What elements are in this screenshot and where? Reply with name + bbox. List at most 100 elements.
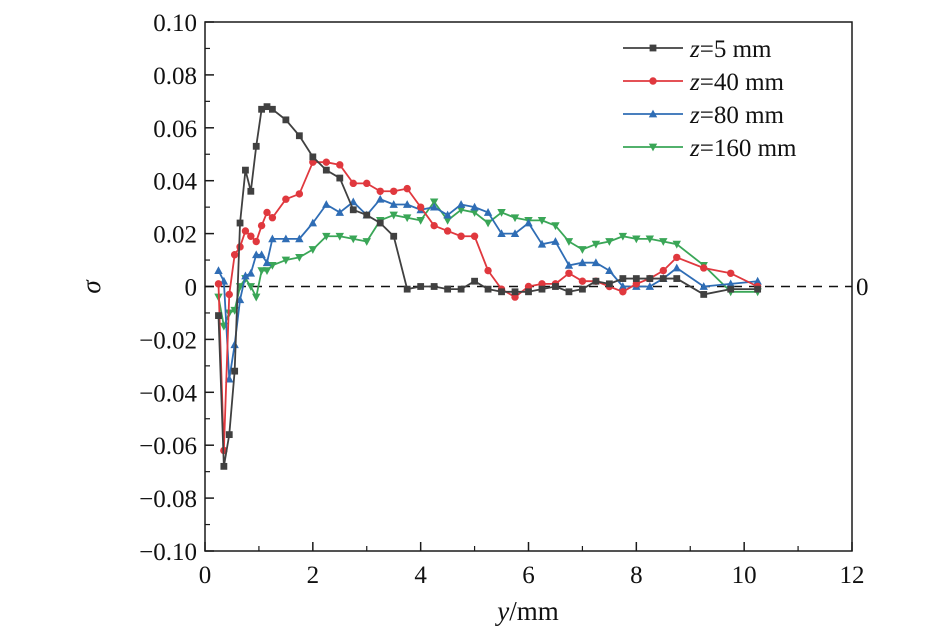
series-line xyxy=(217,200,758,328)
data-point xyxy=(483,219,493,228)
data-point xyxy=(295,234,304,243)
data-point xyxy=(429,198,439,207)
y-tick-label: −0.10 xyxy=(139,539,197,566)
y-tick-label: 0.04 xyxy=(153,169,197,196)
data-point xyxy=(282,195,290,203)
data-point xyxy=(225,431,233,439)
data-point xyxy=(699,282,708,290)
legend-var: z xyxy=(689,102,700,129)
data-point xyxy=(726,279,735,288)
data-point xyxy=(443,216,452,225)
data-point xyxy=(429,202,439,211)
data-point xyxy=(511,293,519,301)
data-point xyxy=(257,250,266,259)
data-point xyxy=(403,285,411,293)
data-point xyxy=(619,288,627,296)
data-point xyxy=(363,179,371,188)
data-point xyxy=(390,232,398,240)
legend-label: z=80 mm xyxy=(689,102,785,129)
data-point xyxy=(336,174,344,182)
data-point xyxy=(268,261,277,270)
legend-rest: =5 mm xyxy=(700,36,772,63)
data-point xyxy=(252,293,261,302)
data-point xyxy=(220,462,228,470)
data-point xyxy=(753,276,762,285)
data-point xyxy=(268,234,277,243)
data-point xyxy=(645,282,655,290)
legend-var: z xyxy=(689,36,700,63)
series-2 xyxy=(214,158,762,455)
y-axis-label: σ xyxy=(76,279,106,294)
data-point xyxy=(309,153,317,161)
data-point xyxy=(295,132,303,140)
data-point xyxy=(564,260,574,269)
data-point xyxy=(632,275,640,282)
data-point xyxy=(322,158,331,166)
series-line xyxy=(217,161,759,452)
data-point xyxy=(389,200,398,208)
data-point xyxy=(497,209,506,217)
data-point xyxy=(281,256,291,265)
legend-rest: =80 mm xyxy=(700,102,785,129)
data-point xyxy=(579,285,586,293)
data-point xyxy=(268,105,276,113)
legend-var: z xyxy=(689,69,700,96)
legend-swatch-marker xyxy=(648,109,658,118)
data-point xyxy=(257,221,266,230)
y-tick-label: −0.06 xyxy=(139,433,197,460)
data-point xyxy=(565,269,573,277)
y-tick-label: 0 xyxy=(185,275,198,302)
data-point xyxy=(295,190,304,198)
x-tick-label: 0 xyxy=(199,562,212,589)
data-point xyxy=(252,237,260,246)
data-point xyxy=(511,288,519,296)
series-4 xyxy=(214,198,762,331)
data-point xyxy=(362,238,371,246)
data-point xyxy=(645,235,655,244)
x-tick-label: 2 xyxy=(307,562,320,589)
data-point xyxy=(457,232,465,240)
data-point xyxy=(524,282,533,291)
data-point xyxy=(538,285,546,293)
data-point xyxy=(262,258,272,267)
data-point xyxy=(247,232,255,240)
legend-var: z xyxy=(689,135,700,162)
data-point xyxy=(659,275,667,282)
data-point xyxy=(236,219,244,227)
data-point xyxy=(537,239,547,248)
data-point xyxy=(376,187,384,195)
data-point xyxy=(430,221,438,230)
x-tick-label: 10 xyxy=(732,562,757,589)
data-point xyxy=(618,232,628,241)
data-point xyxy=(672,240,681,249)
data-point xyxy=(605,238,614,246)
data-point xyxy=(336,161,344,169)
legend-swatch-marker xyxy=(649,44,657,52)
data-point xyxy=(231,367,239,375)
data-point xyxy=(646,275,654,282)
data-point xyxy=(322,166,330,174)
data-point xyxy=(754,285,762,293)
y-tick-label: −0.08 xyxy=(139,486,197,513)
data-point xyxy=(551,222,560,231)
data-point xyxy=(363,211,371,219)
ticks-layer: 0.10 0.08 0.06 0.04 0.02 0 −0.02 −0.04 −0.06 −0.0… xyxy=(139,10,864,589)
data-point xyxy=(258,105,266,113)
data-point xyxy=(484,266,492,275)
data-point xyxy=(230,251,239,259)
data-point xyxy=(257,267,266,276)
data-point xyxy=(470,209,479,217)
data-point xyxy=(592,277,600,285)
y-tick-label: 0.06 xyxy=(153,116,197,143)
legend-swatch-marker xyxy=(649,77,657,85)
zero-reference-label: 0 xyxy=(856,274,869,301)
data-point xyxy=(246,268,256,277)
data-point xyxy=(632,235,641,244)
data-point xyxy=(376,219,384,227)
data-point xyxy=(605,280,613,288)
legend-label: z=160 mm xyxy=(689,135,797,162)
y-tick-label: 0.02 xyxy=(153,222,197,249)
legend-item: z=5 mm xyxy=(623,36,772,63)
data-point xyxy=(247,187,255,195)
x-tick-label: 4 xyxy=(414,562,427,589)
